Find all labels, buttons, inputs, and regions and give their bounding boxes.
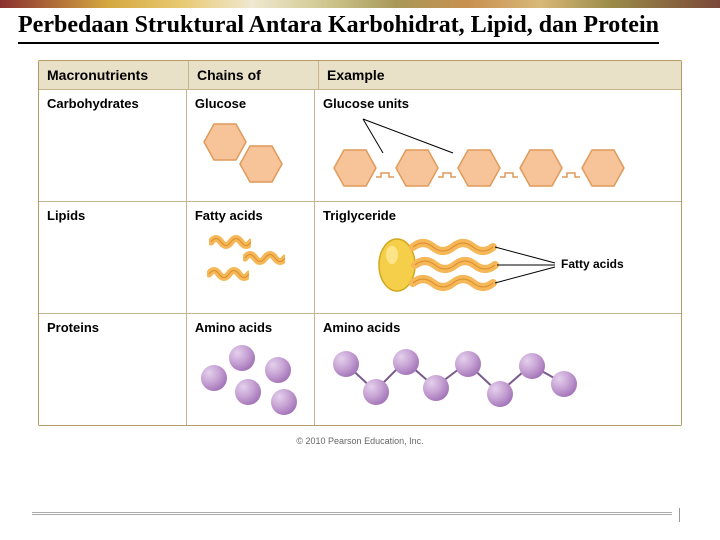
example-label: Amino acids (323, 320, 673, 335)
cell-macronutrient: Proteins (39, 314, 187, 425)
sphere-icon (333, 351, 359, 377)
wave-icon (243, 251, 285, 265)
footer-tick-mark (679, 508, 680, 522)
sphere-icon (393, 349, 419, 375)
example-label: Glucose units (323, 96, 673, 111)
glucose-monomers-diagram (195, 115, 306, 195)
example-label: Triglyceride (323, 208, 673, 223)
table-row: Proteins Amino acids Amino acids (39, 314, 681, 425)
sphere-icon (455, 351, 481, 377)
page-title: Perbedaan Struktural Antara Karbohidrat,… (18, 12, 659, 44)
cell-chains-of: Amino acids (187, 314, 315, 425)
macronutrient-label: Proteins (47, 320, 178, 335)
chains-of-label: Glucose (195, 96, 306, 111)
sphere-icon (363, 379, 389, 405)
cell-macronutrient: Lipids (39, 202, 187, 313)
glucose-chain-diagram (323, 115, 673, 195)
chains-of-label: Amino acids (195, 320, 306, 335)
copyright-text: © 2010 Pearson Education, Inc. (0, 436, 720, 446)
wave-icon (207, 267, 249, 281)
fatty-acid-monomers-diagram (195, 227, 306, 307)
title-container: Perbedaan Struktural Antara Karbohidrat,… (0, 8, 720, 46)
wave-icon (209, 235, 251, 249)
sphere-icon (201, 365, 227, 391)
table-header-row: Macronutrients Chains of Example (39, 61, 681, 90)
decorative-banner (0, 0, 720, 8)
table-row: Carbohydrates Glucose Glucose units (39, 90, 681, 202)
sphere-icon (423, 375, 449, 401)
col-header-example: Example (319, 61, 681, 89)
sphere-icon (271, 389, 297, 415)
col-header-macronutrients: Macronutrients (39, 61, 189, 89)
glucose-chain-svg (323, 115, 673, 195)
cell-example: Amino acids (315, 314, 681, 425)
sphere-icon (235, 379, 261, 405)
cell-example: Triglyceride (315, 202, 681, 313)
cell-example: Glucose units (315, 90, 681, 201)
cell-chains-of: Fatty acids (187, 202, 315, 313)
macronutrients-table: Macronutrients Chains of Example Carbohy… (38, 60, 682, 426)
sphere-icon (487, 381, 513, 407)
chains-of-label: Fatty acids (195, 208, 306, 223)
triglyceride-diagram: Fatty acids (323, 227, 673, 307)
footer-divider (32, 512, 672, 518)
hexagon-icon (239, 145, 283, 183)
macronutrient-label: Lipids (47, 208, 178, 223)
sphere-icon (229, 345, 255, 371)
amino-acid-chain-diagram (323, 339, 673, 419)
sphere-icon (551, 371, 577, 397)
cell-chains-of: Glucose (187, 90, 315, 201)
sphere-icon (519, 353, 545, 379)
macronutrient-label: Carbohydrates (47, 96, 178, 111)
fatty-acids-annotation: Fatty acids (561, 257, 624, 271)
amino-acid-monomers-diagram (195, 339, 306, 419)
col-header-chains-of: Chains of (189, 61, 319, 89)
cell-macronutrient: Carbohydrates (39, 90, 187, 201)
table-row: Lipids Fatty acids Triglyceride (39, 202, 681, 314)
sphere-icon (265, 357, 291, 383)
